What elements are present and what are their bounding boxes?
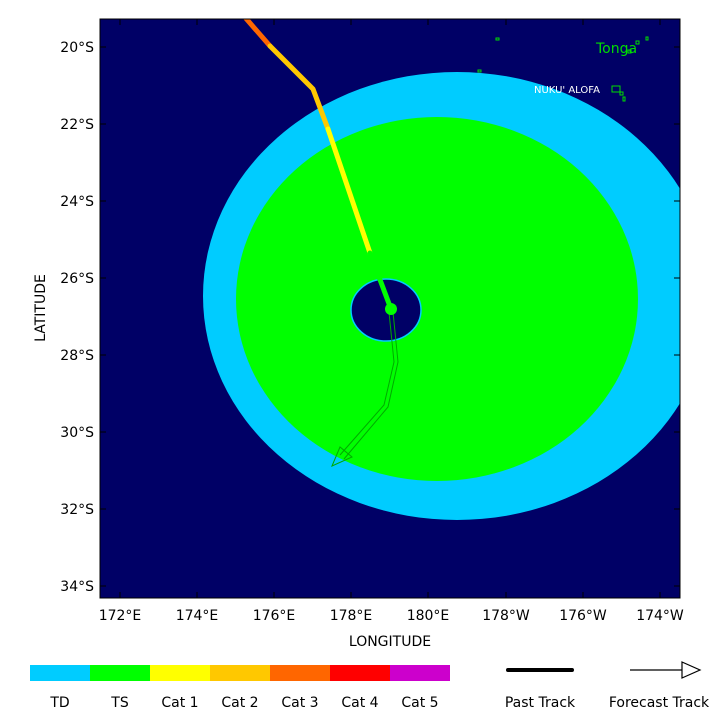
legend-label-ts: TS [110,695,129,709]
past-track-legend-label: Past Track [505,695,576,709]
past-track-cat3-segment [243,19,273,49]
x-tick-label: 178°W [482,608,530,624]
x-tick-label: 174°W [636,608,684,624]
legend-label-td: TD [49,695,69,709]
y-axis [100,46,680,587]
y-tick-label: 30°S [60,425,94,441]
forecast-track-arrowhead [331,446,353,467]
x-tick-label: 172°E [99,608,142,624]
country-label: Tonga [595,41,637,57]
legend-label-cat3: Cat 3 [281,695,318,709]
legend-swatch-cat1 [150,665,210,681]
past-track-cat2-segment [267,43,331,132]
forecast-track [331,311,399,467]
capital-label: NUKU' ALOFA [534,85,600,96]
past-track-cat1-segment [325,126,373,256]
legend-swatch-ts [90,665,150,681]
forecast-track-legend-label: Forecast Track [609,695,710,709]
y-tick-label: 34°S [60,579,94,595]
x-tick-labels: 172°E 174°E 176°E 178°E 180°E 178°W 176°… [99,608,684,624]
x-tick-label: 174°E [176,608,219,624]
x-tick-label: 176°W [559,608,607,624]
plot-border [99,18,681,599]
x-tick-label: 178°E [330,608,373,624]
legend-swatch-cat5 [390,665,450,681]
y-tick-label: 28°S [60,348,94,364]
y-axis-title: LATITUDE [33,274,49,342]
legend-label-cat2: Cat 2 [221,695,258,709]
y-tick-label: 20°S [60,40,94,56]
y-tick-label: 24°S [60,194,94,210]
storm-current-position [385,303,397,315]
y-tick-labels: 20°S 22°S 24°S 26°S 28°S 30°S 32°S 34°S [60,40,94,595]
legend-swatch-cat3 [270,665,330,681]
x-tick-label: 180°E [407,608,450,624]
past-track [243,19,394,312]
legend-swatch-cat4 [330,665,390,681]
legend-label-cat5: Cat 5 [401,695,438,709]
y-tick-label: 26°S [60,271,94,287]
tonga-islands [477,36,649,102]
y-tick-label: 32°S [60,502,94,518]
x-axis [119,19,661,598]
past-track-ts-segment [367,250,394,312]
legend-swatch-cat2 [210,665,270,681]
legend-label-cat1: Cat 1 [161,695,198,709]
x-axis-title: LONGITUDE [349,634,431,650]
forecast-track-legend-arrow-icon [681,661,702,679]
track-legend: Past Track Forecast Track [505,661,710,709]
y-tick-label: 22°S [60,117,94,133]
x-tick-label: 176°E [253,608,296,624]
ts-wind-field [236,117,638,481]
intensity-legend: TD TS Cat 1 Cat 2 Cat 3 Cat 4 Cat 5 [30,665,450,709]
legend-swatch-td [30,665,90,681]
legend-label-cat4: Cat 4 [341,695,378,709]
